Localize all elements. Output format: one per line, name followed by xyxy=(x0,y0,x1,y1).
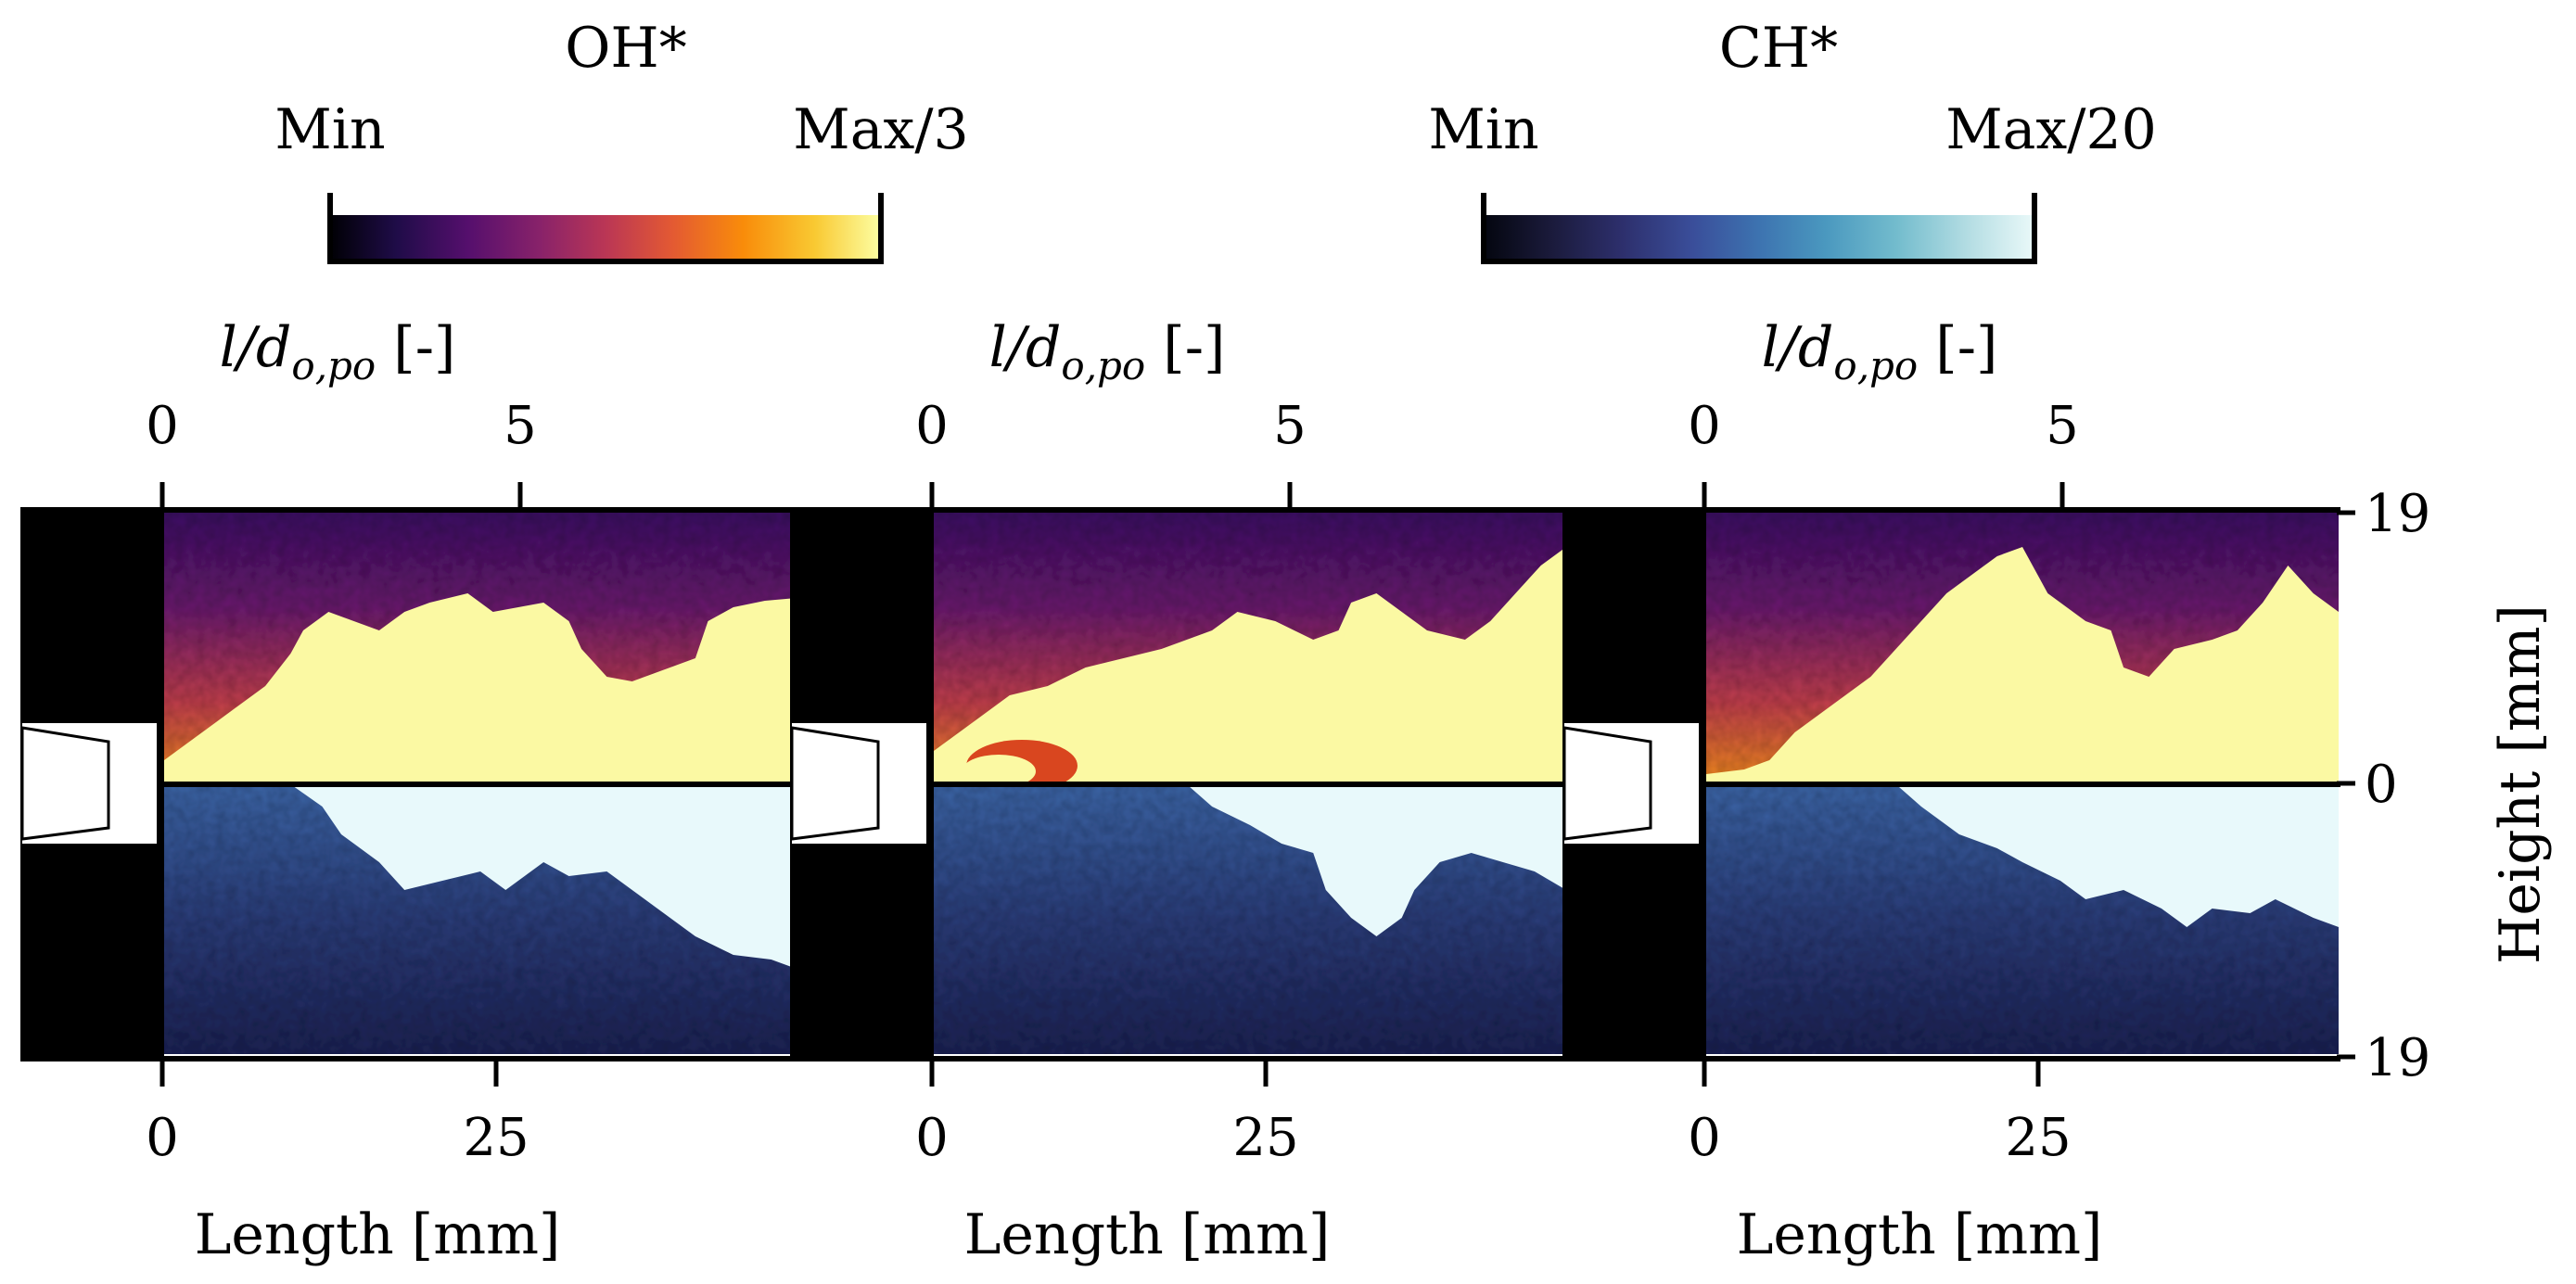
top-tick-label: 5 xyxy=(1273,396,1307,456)
colorbar-ch-title: CH* xyxy=(1719,16,1838,81)
top-axis-label-unit: [-] xyxy=(376,315,455,380)
colorbar-ch-min: Min xyxy=(1428,97,1538,162)
top-axis-label-main: l/d xyxy=(989,315,1062,380)
nozzle-shape xyxy=(20,726,110,841)
top-tick-label: 5 xyxy=(2046,396,2079,456)
oh-saturated-region xyxy=(164,593,797,784)
colorbar-ch: CH* Min Max/20 xyxy=(1428,16,2157,264)
bottom-axis-label: Length [mm] xyxy=(195,1202,561,1267)
bottom-axis-label: Length [mm] xyxy=(1737,1202,2103,1267)
top-tick-label: 5 xyxy=(504,396,537,456)
bottom-tick-label: 0 xyxy=(1688,1108,1721,1168)
top-axis-label: l/do,po [-] xyxy=(220,315,456,388)
panel-1: l/do,po [-] 0 5 0 25 Length [mm] xyxy=(20,315,798,1267)
top-axis-label-sub: o,po xyxy=(1061,343,1145,388)
oh-saturated-region xyxy=(934,547,1566,784)
top-tick-label: 0 xyxy=(915,396,949,456)
right-tick-mid: 0 xyxy=(2365,755,2398,815)
panel-3: l/do,po [-] 0 5 0 25 Length [mm] xyxy=(1562,315,2340,1267)
ch-saturated-region xyxy=(290,784,797,969)
oh-saturated-region xyxy=(1706,547,2339,784)
panel-2: l/do,po [-] 0 5 0 25 Length [mm] xyxy=(790,315,1568,1267)
top-axis-label-main: l/d xyxy=(1762,315,1834,380)
colorbar-oh-max: Max/3 xyxy=(793,97,968,162)
right-axis: 19 0 19 Height [mm] xyxy=(2337,484,2553,1088)
top-axis-label-unit: [-] xyxy=(1918,315,1997,380)
top-axis-label-sub: o,po xyxy=(1833,343,1918,388)
colorbar-oh-min: Min xyxy=(274,97,385,162)
colorbar-oh-title: OH* xyxy=(565,16,687,81)
top-axis-label: l/do,po [-] xyxy=(1762,315,1998,388)
top-axis-label-unit: [-] xyxy=(1145,315,1225,380)
bottom-tick-label: 0 xyxy=(146,1108,179,1168)
bottom-tick-label: 25 xyxy=(463,1108,529,1168)
bottom-tick-label: 25 xyxy=(1232,1108,1298,1168)
ch-saturated-region xyxy=(1186,784,1566,936)
colorbar-ch-max: Max/20 xyxy=(1945,97,2157,162)
right-tick-bottom: 19 xyxy=(2365,1028,2430,1088)
colorbar-oh-gradient xyxy=(330,215,881,261)
ch-saturated-region xyxy=(1895,784,2339,927)
colorbar-oh-frame xyxy=(327,193,884,264)
top-tick-label: 0 xyxy=(146,396,179,456)
nozzle-shape xyxy=(1562,726,1652,841)
top-tick-label: 0 xyxy=(1688,396,1721,456)
oh-hotspot-core xyxy=(962,755,1036,788)
colorbar-oh: OH* Min Max/3 xyxy=(274,16,969,264)
top-axis-label-main: l/d xyxy=(220,315,292,380)
right-axis-label: Height [mm] xyxy=(2488,604,2553,964)
colorbar-ch-gradient xyxy=(1484,215,2034,261)
nozzle-shape xyxy=(790,726,880,841)
bottom-axis-label: Length [mm] xyxy=(964,1202,1331,1267)
bottom-tick-label: 0 xyxy=(915,1108,949,1168)
top-axis-label: l/do,po [-] xyxy=(989,315,1226,388)
right-tick-top: 19 xyxy=(2365,484,2430,544)
colorbar-ch-frame xyxy=(1481,193,2037,264)
top-axis-label-sub: o,po xyxy=(291,343,376,388)
bottom-tick-label: 25 xyxy=(2005,1108,2071,1168)
